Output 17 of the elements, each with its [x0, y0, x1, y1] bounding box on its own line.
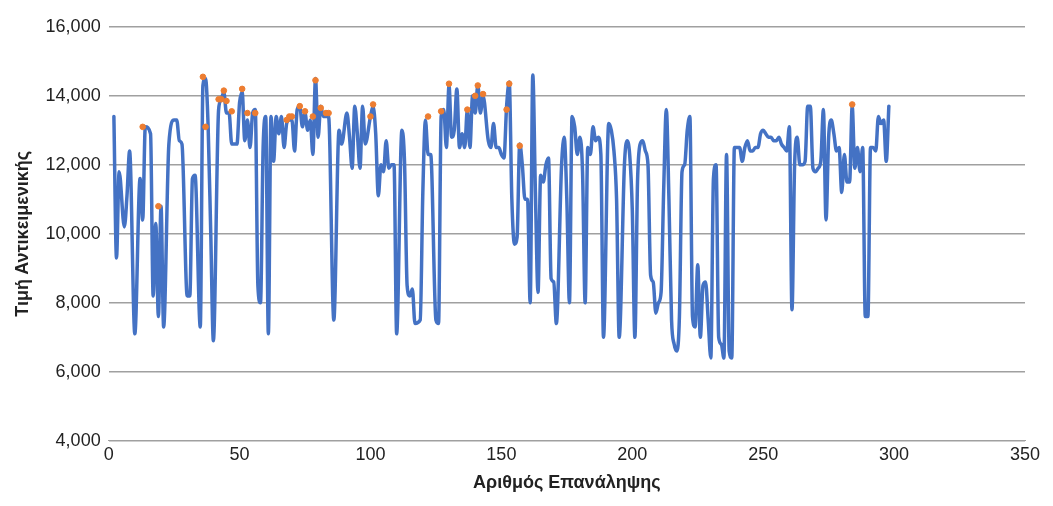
x-axis-title: Αριθμός Επανάληψης	[473, 472, 661, 493]
y-tick-label: 16,000	[45, 15, 101, 36]
y-tick-label: 4,000	[55, 429, 101, 450]
x-tick-label: 350	[1009, 443, 1041, 464]
y-tick-label: 8,000	[55, 291, 101, 312]
x-tick-label: 250	[748, 443, 779, 464]
y-tick-label: 12,000	[45, 153, 101, 174]
y-tick-label: 6,000	[55, 360, 101, 381]
x-tick-label: 300	[879, 443, 910, 464]
y-tick-label: 10,000	[45, 222, 101, 243]
y-tick-label: 14,000	[45, 84, 101, 105]
y-axis-title: Τιμή Αντικειμενικής	[11, 150, 32, 317]
x-tick-label: 200	[617, 443, 648, 464]
x-tick-label: 100	[355, 443, 386, 464]
x-tick-label: 50	[229, 443, 250, 464]
x-tick-label: 150	[486, 443, 517, 464]
x-tick-label: 0	[103, 443, 114, 464]
